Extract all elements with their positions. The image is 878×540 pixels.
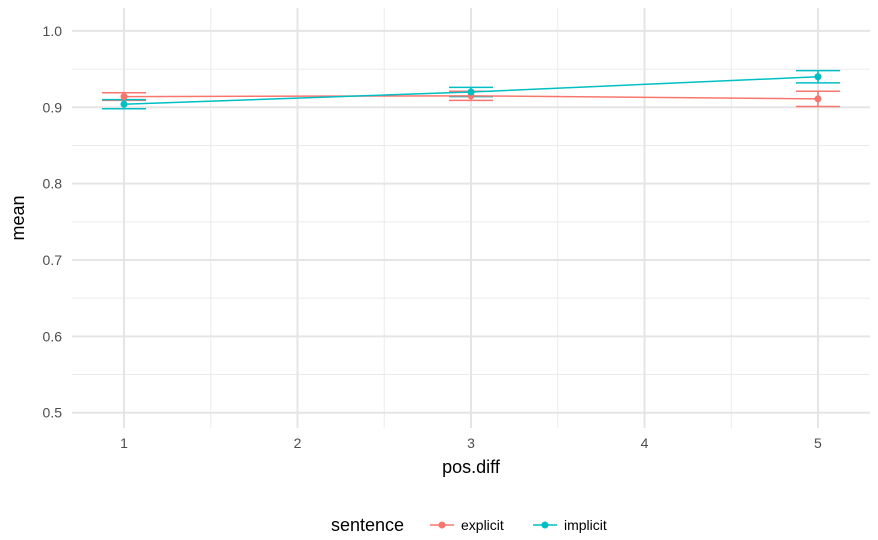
data-point-explicit bbox=[120, 93, 128, 101]
y-tick-label: 0.8 bbox=[43, 176, 63, 192]
legend: sentence explicit implicit bbox=[331, 515, 607, 535]
legend-label: explicit bbox=[461, 517, 504, 533]
y-tick-label: 0.7 bbox=[43, 252, 63, 268]
x-tick-label: 5 bbox=[814, 435, 822, 451]
data-point-implicit bbox=[120, 100, 128, 108]
tick-label-layer: 1 2 3 4 5 0.5 0.6 0.7 0.8 0.9 1.0 bbox=[43, 23, 823, 451]
legend-item-implicit: implicit bbox=[533, 517, 607, 533]
legend-title: sentence bbox=[331, 515, 404, 535]
legend-key-point bbox=[438, 521, 446, 529]
x-axis-title: pos.diff bbox=[442, 457, 501, 477]
legend-item-explicit: explicit bbox=[430, 517, 504, 533]
legend-items: explicit implicit bbox=[430, 517, 607, 533]
legend-key-point bbox=[541, 521, 549, 529]
y-tick-label: 1.0 bbox=[43, 23, 63, 39]
y-tick-label: 0.9 bbox=[43, 99, 63, 115]
x-tick-label: 3 bbox=[467, 435, 475, 451]
grid-layer bbox=[72, 8, 870, 428]
x-tick-label: 1 bbox=[120, 435, 128, 451]
data-point-implicit bbox=[814, 73, 822, 81]
data-point-explicit bbox=[814, 95, 822, 103]
x-tick-label: 2 bbox=[294, 435, 302, 451]
x-tick-label: 4 bbox=[641, 435, 649, 451]
legend-label: implicit bbox=[564, 517, 607, 533]
data-point-implicit bbox=[467, 88, 475, 96]
y-tick-label: 0.5 bbox=[43, 405, 63, 421]
point-layer bbox=[120, 73, 822, 108]
y-axis-title: mean bbox=[8, 195, 28, 240]
y-tick-label: 0.6 bbox=[43, 328, 63, 344]
